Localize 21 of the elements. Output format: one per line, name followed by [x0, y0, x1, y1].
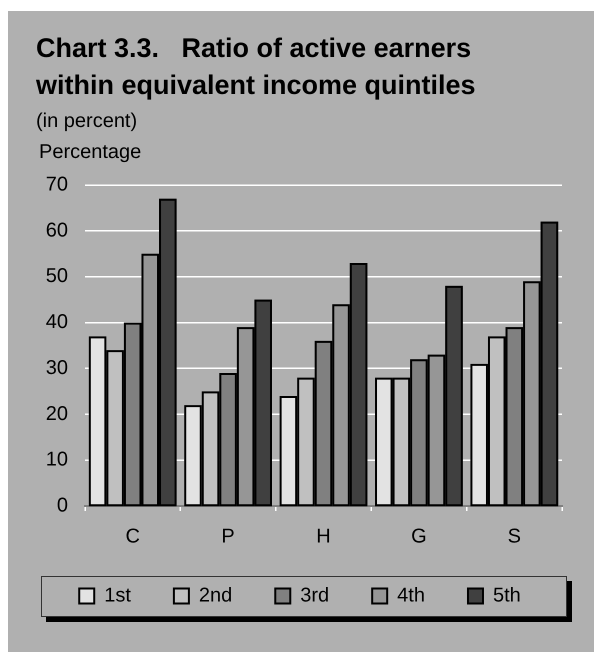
y-tick-label: 30 — [46, 356, 68, 379]
legend-label: 3rd — [300, 584, 330, 607]
legend-label: 4th — [397, 584, 425, 607]
x-tick-label: G — [411, 526, 427, 548]
chart-subtitle: (in percent) — [36, 109, 138, 133]
chart-title: Chart 3.3. Ratio of active earners within equivalent income quintiles — [36, 33, 477, 100]
y-tick-label: 10 — [46, 448, 68, 471]
x-tick-label: P — [221, 526, 235, 548]
y-tick-label: 70 — [46, 174, 68, 196]
y-tick-label: 60 — [46, 219, 68, 242]
legend-label: 1st — [104, 584, 132, 607]
y-tick-label: 40 — [46, 311, 68, 334]
legend-label: 5th — [492, 584, 521, 607]
x-tick-label: H — [316, 526, 331, 548]
y-tick-label: 50 — [46, 265, 68, 288]
x-tick-label: S — [508, 526, 521, 548]
y-tick-label: 20 — [46, 402, 68, 425]
x-tick-label: C — [125, 526, 140, 548]
y-tick-label: 0 — [56, 494, 68, 517]
legend-label: 2nd — [198, 584, 232, 607]
y-axis-title: Percentage — [39, 140, 142, 164]
